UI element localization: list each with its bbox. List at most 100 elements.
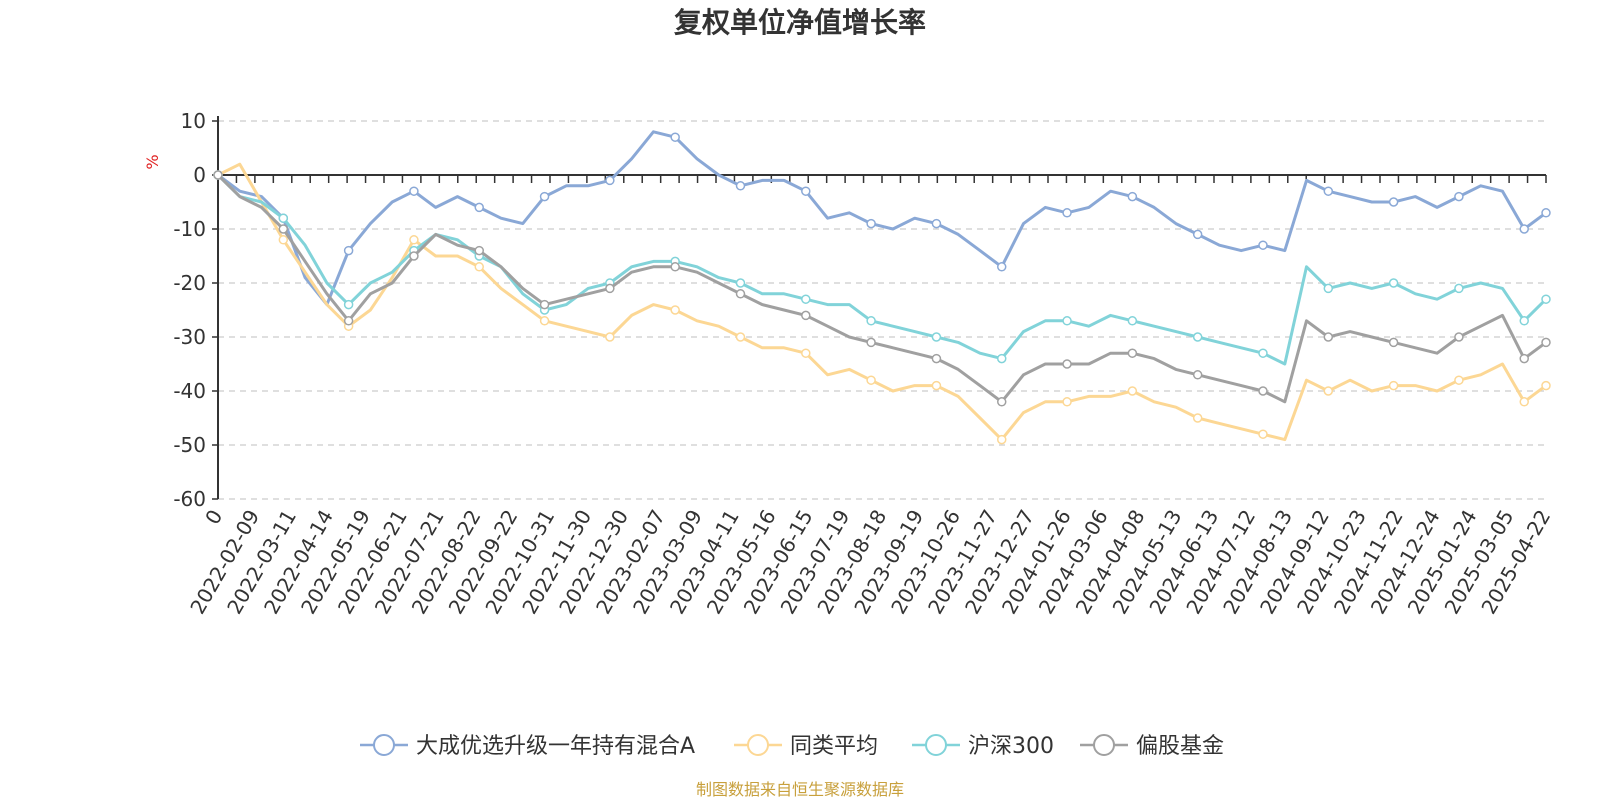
x-tick-label: 0 [200,506,227,529]
legend-circle-icon [373,734,395,756]
data-point [409,186,419,196]
data-point [1519,316,1529,326]
series-line-2 [216,173,1548,366]
data-point [735,332,746,342]
data-point [1062,316,1072,326]
chart-title: 复权单位净值增长率 [674,6,926,39]
data-point [1127,191,1138,202]
data-point [1192,370,1203,380]
data-point [278,224,289,234]
data-point [866,218,876,229]
legend-item-1[interactable]: 同类平均 [734,734,878,759]
y-tick-label: 0 [193,163,206,187]
data-point [1192,332,1203,342]
data-point [1454,332,1464,342]
data-point [539,299,550,310]
data-point [1454,283,1464,294]
legend-label: 偏股基金 [1136,734,1224,759]
legend-label: 大成优选升级一年持有混合A [416,734,695,759]
data-point [996,353,1007,364]
data-point [801,294,811,304]
data-point [539,191,550,202]
data-point [605,332,615,342]
legend-circle-icon [747,734,769,756]
y-tick-label: -10 [173,217,206,241]
data-point [343,316,354,326]
legend-item-2[interactable]: 沪深300 [912,734,1054,759]
y-tick-label: -50 [173,433,206,457]
data-point [996,262,1007,272]
y-tick-label: -60 [173,487,206,511]
data-point [1127,316,1138,326]
data-point [1062,208,1072,218]
data-point [605,175,615,186]
data-point [409,235,419,245]
data-point [931,332,942,342]
data-point [1541,337,1551,348]
data-point [1323,186,1334,196]
series-line-3 [216,173,1547,404]
legend-item-0[interactable]: 大成优选升级一年持有混合A [360,734,695,759]
data-point [474,202,484,213]
legend-label: 沪深300 [968,734,1054,759]
data-point [1258,240,1268,250]
data-point [1388,337,1399,348]
data-point [1127,386,1138,396]
data-point [539,316,550,326]
data-point [1454,375,1464,385]
y-tick-label: -40 [173,379,206,403]
grid-lines [218,120,1546,500]
data-point [605,283,615,294]
data-point [409,251,419,261]
data-point [1541,208,1551,218]
y-axis-label: % [143,154,162,169]
legend-label: 同类平均 [790,734,878,759]
legend-circle-icon [925,734,947,756]
data-point [996,434,1007,445]
data-point [1192,229,1203,240]
data-point [1323,386,1334,396]
data-point [801,310,811,321]
data-point [801,186,811,196]
data-point [1519,353,1529,364]
data-point [1454,191,1464,202]
data-point [1388,380,1399,391]
data-point [343,245,354,256]
axes [217,116,1546,499]
data-point [801,348,811,358]
data-point [1062,397,1072,407]
data-point [213,170,223,180]
data-point [1258,348,1268,358]
data-point [866,375,876,385]
data-point [1541,380,1551,391]
data-point [1062,359,1072,369]
data-point [866,316,876,326]
data-point [1519,397,1529,407]
data-point [996,397,1007,407]
data-point [278,213,289,223]
data-point [670,132,680,142]
data-point [670,262,680,272]
source-note: 制图数据来自恒生聚源数据库 [696,780,904,799]
series-line-1 [217,162,1547,442]
data-point [1323,283,1334,294]
y-tick-label: -30 [173,325,206,349]
series-line-0 [217,130,1547,307]
x-axis-ticks: 02022-02-092022-03-112022-04-142022-05-1… [185,175,1555,618]
y-tick-label: 10 [181,109,206,133]
data-point [1127,348,1138,358]
data-point [1323,332,1334,342]
data-point [735,181,746,191]
data-point [1388,278,1399,288]
legend[interactable]: 大成优选升级一年持有混合A 同类平均 沪深300 偏股基金 [360,734,1224,759]
data-point [474,262,484,272]
legend-circle-icon [1093,734,1115,756]
data-point [278,235,289,245]
y-tick-label: -20 [173,271,206,295]
data-point [1388,197,1399,207]
data-point [1192,413,1203,423]
data-point [931,380,942,391]
legend-item-3[interactable]: 偏股基金 [1080,734,1224,759]
data-point [735,278,746,288]
